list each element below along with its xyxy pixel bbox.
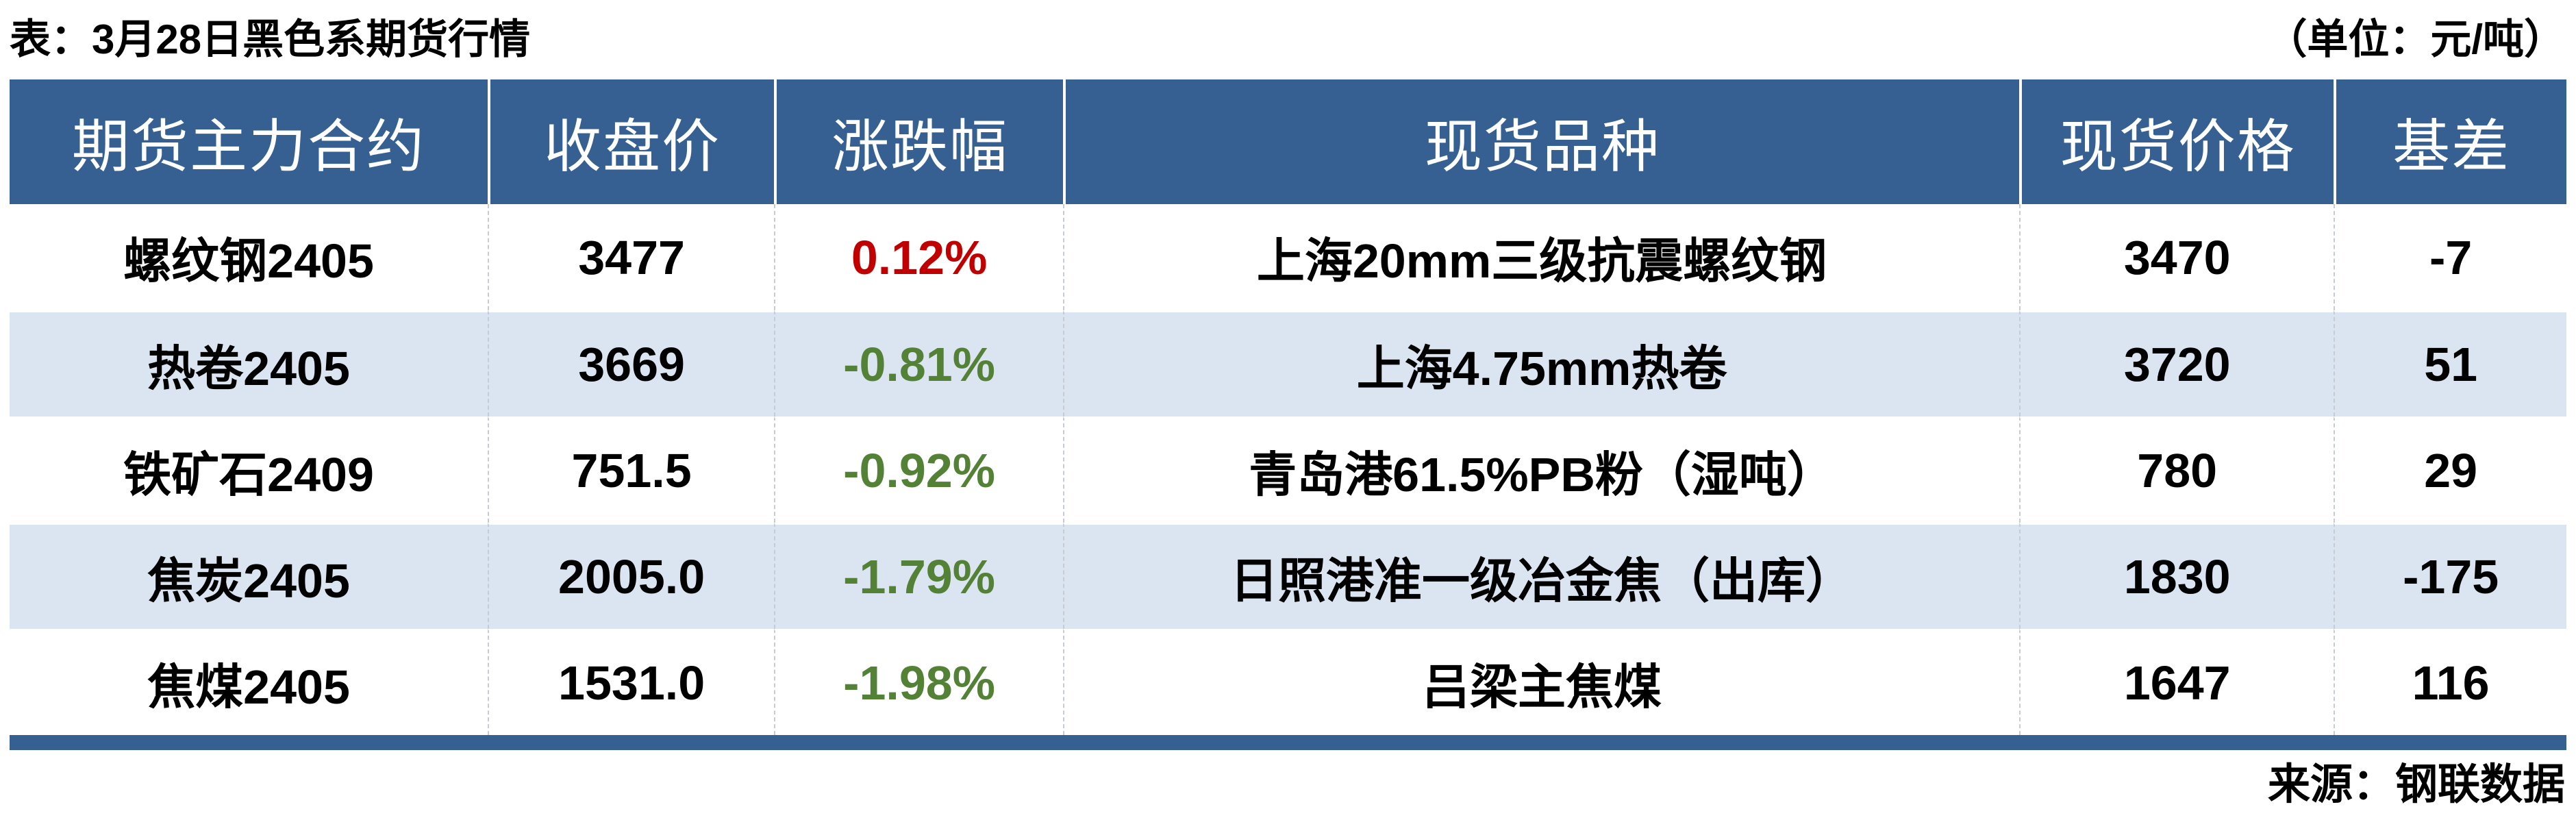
table-row: 焦煤2405 1531.0 -1.98% 吕梁主焦煤 1647 116: [10, 629, 2566, 735]
contract-cell: 螺纹钢2405: [10, 204, 488, 310]
table-header: 期货主力合约 收盘价 涨跌幅 现货品种 现货价格 基差: [10, 79, 2566, 204]
spot-price-cell: 3720: [2019, 310, 2334, 416]
basis-cell: 29: [2334, 416, 2566, 523]
spot-price-cell: 1830: [2019, 523, 2334, 629]
unit-label: （单位：元/吨）: [2266, 16, 2565, 62]
contract-cell: 热卷2405: [10, 310, 488, 416]
title-bar: 表：3月28日黑色系期货行情 （单位：元/吨）: [0, 0, 2576, 79]
table-row: 焦炭2405 2005.0 -1.79% 日照港准一级冶金焦（出库） 1830 …: [10, 523, 2566, 629]
close-price-cell: 2005.0: [488, 523, 775, 629]
change-percent-cell: -0.92%: [774, 416, 1063, 523]
contract-cell: 铁矿石2409: [10, 416, 488, 523]
change-percent-cell: -0.81%: [774, 310, 1063, 416]
source-label: 来源：钢联数据: [2267, 761, 2565, 808]
change-percent-cell: 0.12%: [774, 204, 1063, 310]
header-row: 期货主力合约 收盘价 涨跌幅 现货品种 现货价格 基差: [10, 79, 2566, 204]
contract-cell: 焦炭2405: [10, 523, 488, 629]
basis-cell: 116: [2334, 629, 2566, 735]
basis-cell: -7: [2334, 204, 2566, 310]
close-price-cell: 3477: [488, 204, 775, 310]
close-price-cell: 751.5: [488, 416, 775, 523]
close-price-cell: 1531.0: [488, 629, 775, 735]
col-header-change: 涨跌幅: [774, 79, 1063, 204]
spot-variety-cell: 日照港准一级冶金焦（出库）: [1062, 523, 2020, 629]
col-header-spot-price: 现货价格: [2019, 79, 2334, 204]
page-title: 表：3月28日黑色系期货行情: [10, 16, 531, 62]
futures-table-wrap: 期货主力合约 收盘价 涨跌幅 现货品种 现货价格 基差 螺纹钢2405 3477…: [10, 79, 2566, 750]
change-percent-cell: -1.79%: [774, 523, 1063, 629]
table-row: 螺纹钢2405 3477 0.12% 上海20mm三级抗震螺纹钢 3470 -7: [10, 204, 2566, 310]
spot-variety-cell: 青岛港61.5%PB粉（湿吨）: [1062, 416, 2020, 523]
spot-variety-cell: 上海20mm三级抗震螺纹钢: [1062, 204, 2020, 310]
spot-price-cell: 3470: [2019, 204, 2334, 310]
spot-price-cell: 780: [2019, 416, 2334, 523]
table-row: 铁矿石2409 751.5 -0.92% 青岛港61.5%PB粉（湿吨） 780…: [10, 416, 2566, 523]
close-price-cell: 3669: [488, 310, 775, 416]
spot-price-cell: 1647: [2019, 629, 2334, 735]
col-header-spot: 现货品种: [1062, 79, 2020, 204]
col-header-contract: 期货主力合约: [10, 79, 488, 204]
futures-quotes-table: 期货主力合约 收盘价 涨跌幅 现货品种 现货价格 基差 螺纹钢2405 3477…: [10, 79, 2566, 735]
change-percent-cell: -1.98%: [774, 629, 1063, 735]
contract-cell: 焦煤2405: [10, 629, 488, 735]
spot-variety-cell: 上海4.75mm热卷: [1062, 310, 2020, 416]
col-header-close: 收盘价: [488, 79, 775, 204]
col-header-basis: 基差: [2334, 79, 2566, 204]
basis-cell: -175: [2334, 523, 2566, 629]
table-bottom-bar: [10, 735, 2566, 750]
spot-variety-cell: 吕梁主焦煤: [1062, 629, 2020, 735]
table-row: 热卷2405 3669 -0.81% 上海4.75mm热卷 3720 51: [10, 310, 2566, 416]
basis-cell: 51: [2334, 310, 2566, 416]
table-body: 螺纹钢2405 3477 0.12% 上海20mm三级抗震螺纹钢 3470 -7…: [10, 204, 2566, 735]
